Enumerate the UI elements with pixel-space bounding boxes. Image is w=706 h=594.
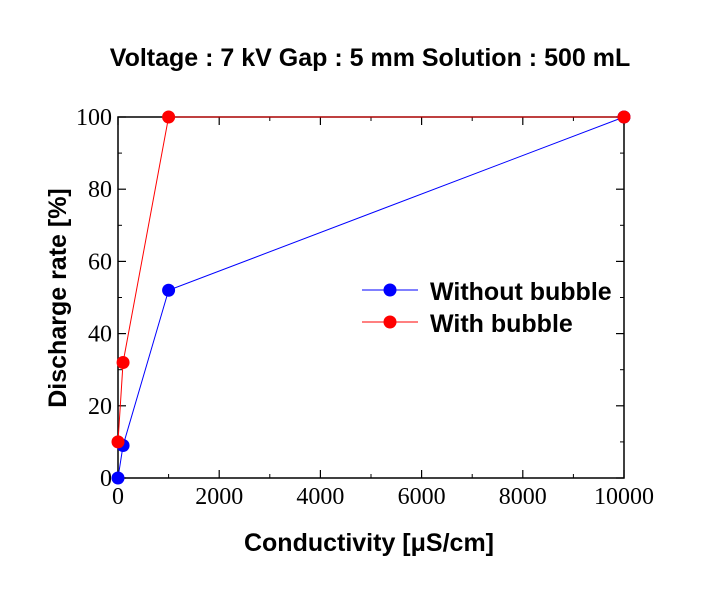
y-tick-label: 40	[88, 322, 112, 348]
series-layer	[111, 110, 631, 485]
series-1-point	[111, 435, 125, 449]
series-0-point	[111, 471, 125, 485]
legend-label: Without bubble	[430, 278, 612, 306]
legend-marker	[383, 315, 397, 329]
y-tick-labels: 0 20 40 60 80 100	[76, 105, 112, 492]
legend: Without bubble With bubble	[362, 278, 612, 338]
y-tick-label: 100	[76, 105, 112, 131]
y-axis-label: Discharge rate [%]	[44, 188, 72, 408]
series-1-point	[617, 110, 631, 124]
x-tick-label: 6000	[398, 484, 446, 510]
series-line-1	[117, 116, 624, 442]
y-tick-label: 20	[88, 394, 112, 420]
legend-label: With bubble	[430, 310, 573, 338]
y-tick-label: 80	[88, 177, 112, 203]
y-tick-label: 0	[100, 466, 112, 492]
x-tick-label: 4000	[296, 484, 344, 510]
x-tick-label: 2000	[195, 484, 243, 510]
series-1-point	[162, 110, 176, 124]
x-axis-label: Conductivity [μS/cm]	[244, 529, 494, 557]
y-tick-label: 60	[88, 249, 112, 275]
series-0-point	[162, 283, 176, 297]
x-tick-label: 10000	[594, 484, 654, 510]
x-tick-label: 0	[112, 484, 124, 510]
series-line-0	[117, 116, 625, 479]
chart-title: Voltage : 7 kV Gap : 5 mm Solution : 500…	[110, 44, 630, 72]
x-tick-labels: 0 2000 4000 6000 8000 10000	[112, 484, 654, 510]
x-tick-label: 8000	[499, 484, 547, 510]
series-1-point	[116, 355, 130, 369]
legend-marker	[383, 283, 397, 297]
